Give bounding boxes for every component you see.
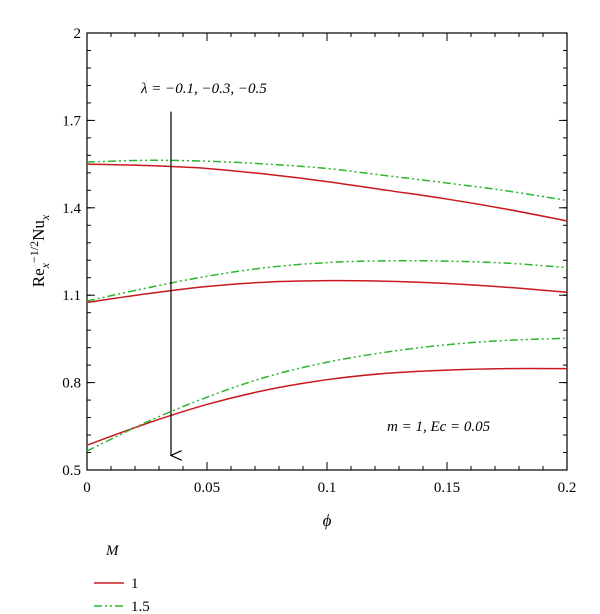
legend-title: M [105, 543, 120, 559]
y-axis-title: Rex−1/2Nux [27, 214, 52, 287]
series-lines [86, 159, 568, 452]
y-tick-label: 0.8 [62, 376, 81, 392]
axis-tick-labels: 0 0.05 0.1 0.15 0.2 0.5 0.8 1.1 1.4 1.7 2 [62, 26, 576, 496]
series-line-m1-lambdaneg05 [86, 367, 568, 446]
y-tick-label: 0.5 [62, 463, 81, 479]
series-line-m1-lambdaneg03 [86, 279, 568, 304]
parameters-annotation: m = 1, Ec = 0.05 [387, 419, 491, 435]
series-line-m15-lambdaneg05 [86, 337, 568, 452]
y-tick-label: 1.1 [62, 288, 81, 304]
series-line-m15-lambdaneg03 [86, 259, 568, 302]
plot-area-frame [86, 32, 568, 471]
x-tick-label: 0.2 [558, 480, 577, 496]
series-line-m15-lambdaneg01 [86, 159, 568, 202]
legend-label-m15: 1.5 [131, 599, 150, 614]
x-tick-label: 0.1 [318, 480, 337, 496]
legend: M 1 1.5 [94, 543, 150, 614]
x-tick-label: 0.15 [434, 480, 460, 496]
series-line-m1-lambdaneg01 [86, 163, 568, 222]
lambda-annotation: λ = −0.1, −0.3, −0.5 [140, 81, 267, 97]
y-tick-label: 1.7 [62, 113, 81, 129]
x-tick-label: 0.05 [194, 480, 220, 496]
y-tick-label: 1.4 [62, 201, 81, 217]
x-axis-title: ϕ [323, 511, 332, 530]
x-tick-label: 0 [83, 480, 91, 496]
y-tick-label: 2 [74, 26, 82, 42]
legend-label-m1: 1 [131, 576, 139, 592]
axis-ticks [86, 32, 568, 471]
